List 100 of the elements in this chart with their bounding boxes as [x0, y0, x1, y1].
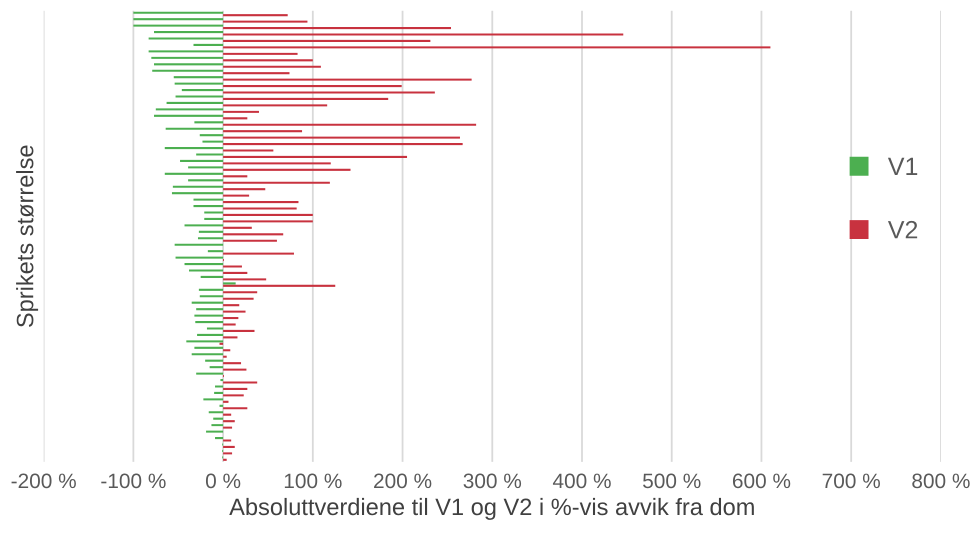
bar — [223, 162, 331, 164]
bar — [223, 414, 232, 416]
bar — [206, 430, 224, 433]
bar — [223, 27, 451, 30]
bar — [194, 346, 224, 349]
bar — [204, 211, 224, 214]
bar — [195, 321, 224, 324]
bar — [220, 379, 224, 382]
bar — [223, 85, 402, 88]
bar — [223, 72, 290, 74]
legend-label: V1 — [888, 158, 918, 176]
bar — [223, 252, 294, 255]
bar — [223, 394, 244, 396]
bar — [172, 192, 224, 194]
bar — [200, 276, 224, 278]
bar — [223, 194, 250, 197]
bar — [223, 59, 313, 62]
legend-label: V2 — [888, 220, 918, 238]
bar — [182, 89, 224, 92]
bar — [223, 226, 252, 229]
bar — [223, 381, 258, 384]
bar — [198, 237, 224, 240]
bar — [174, 244, 224, 246]
bar — [223, 349, 230, 352]
bar — [133, 18, 224, 20]
bar — [184, 224, 224, 226]
bar — [198, 230, 224, 233]
bar — [164, 172, 224, 175]
bar — [184, 263, 224, 266]
bar — [215, 437, 224, 440]
bar — [176, 256, 224, 259]
bar — [223, 304, 240, 306]
bar — [200, 134, 224, 136]
bar — [223, 336, 238, 338]
bar — [223, 33, 624, 36]
bar — [193, 44, 224, 46]
bar — [223, 420, 235, 422]
bar — [223, 284, 336, 287]
bar — [223, 130, 302, 132]
bar — [148, 50, 224, 52]
bar — [202, 140, 224, 143]
bar — [223, 110, 259, 113]
bar — [154, 63, 224, 66]
bar — [213, 418, 224, 420]
x-tick-label: 100 % — [284, 473, 342, 488]
bar — [223, 388, 248, 390]
bar — [166, 102, 224, 104]
bar — [174, 76, 224, 78]
bar — [223, 356, 227, 358]
bar — [223, 407, 248, 410]
bar — [223, 400, 228, 403]
bar — [223, 156, 408, 158]
bar — [176, 95, 224, 98]
bar — [192, 353, 224, 356]
x-tick-label: 400 % — [552, 473, 611, 488]
bar — [223, 40, 430, 42]
bar — [200, 295, 224, 298]
bar — [223, 136, 460, 139]
bar — [223, 207, 297, 210]
bar — [220, 342, 224, 345]
bar — [204, 218, 224, 220]
x-tick-label: 300 % — [464, 473, 522, 488]
bar — [186, 340, 224, 342]
bar — [193, 198, 224, 201]
bar — [223, 188, 266, 190]
bar — [215, 385, 224, 388]
bar — [223, 98, 388, 100]
bar — [223, 91, 435, 94]
bar — [208, 411, 224, 414]
bar — [197, 334, 224, 336]
bar — [223, 310, 246, 313]
bar — [223, 52, 298, 55]
bar — [223, 317, 238, 320]
bar — [188, 179, 224, 182]
x-tick-label: 0 % — [206, 473, 240, 488]
bar — [223, 78, 472, 81]
bar — [154, 31, 224, 34]
bar — [154, 114, 224, 117]
bar — [223, 278, 266, 280]
x-tick-label: -200 % — [12, 473, 76, 488]
bar — [223, 439, 232, 442]
bar — [151, 56, 224, 59]
bar — [193, 205, 224, 208]
bar — [203, 398, 224, 400]
bar — [223, 233, 284, 236]
x-tick-label: 700 % — [822, 473, 880, 488]
bar — [172, 186, 224, 188]
x-tick-label: 200 % — [374, 473, 432, 488]
bar — [214, 392, 224, 394]
x-tick-label: 600 % — [732, 473, 790, 488]
bar — [189, 269, 224, 272]
bar — [198, 288, 224, 291]
bar — [211, 424, 224, 426]
bar — [133, 24, 224, 27]
bar — [196, 372, 224, 375]
bar — [223, 175, 248, 178]
bar — [223, 282, 236, 284]
bar — [188, 166, 224, 168]
bar — [223, 117, 248, 120]
bar — [206, 327, 224, 330]
